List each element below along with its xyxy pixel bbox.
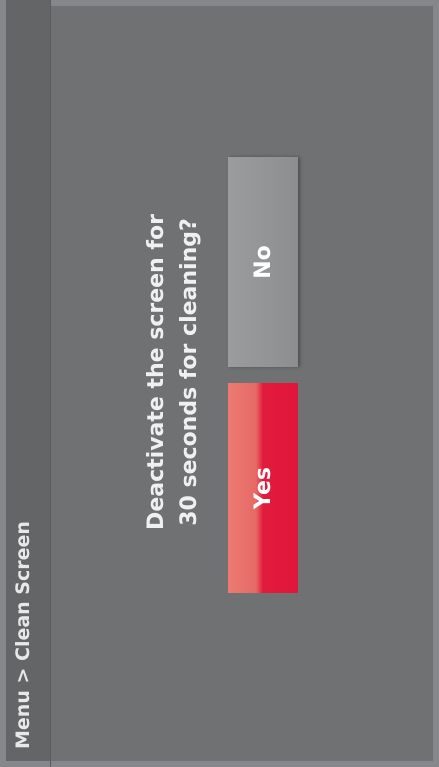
no-button[interactable]: No: [228, 157, 298, 367]
question: Deactivate the screen for 30 seconds for…: [140, 127, 206, 617]
question-line: 30 seconds for cleaning?: [177, 218, 202, 526]
question-line: Deactivate the screen for: [144, 214, 169, 530]
yes-button[interactable]: Yes: [228, 383, 298, 593]
breadcrumb[interactable]: Menu > Clean Screen: [12, 521, 34, 749]
header-bar: Menu > Clean Screen: [0, 0, 51, 767]
